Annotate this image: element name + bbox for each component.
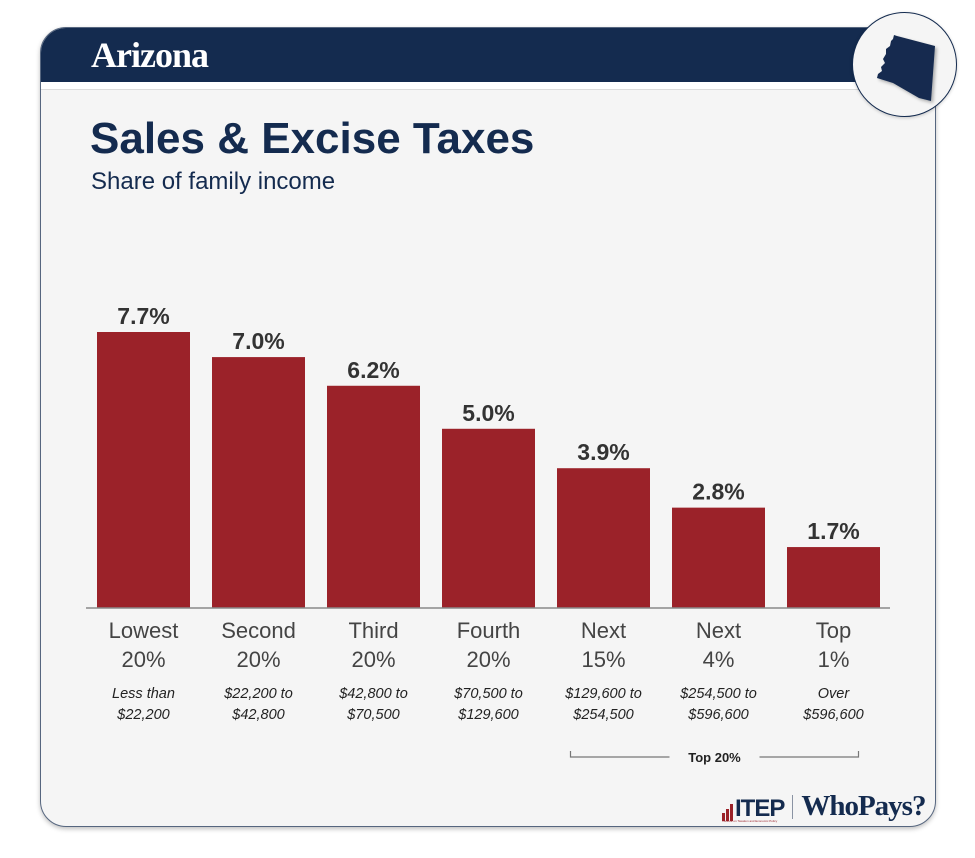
header-bar: Arizona [41, 28, 935, 82]
value-label: 1.7% [807, 518, 859, 544]
bracket-left [569, 751, 670, 758]
category-label-line1: Top [816, 618, 851, 643]
bar-3 [327, 385, 420, 608]
bar-1 [97, 332, 190, 608]
header-divider [41, 82, 935, 90]
income-range-line1: Over [818, 686, 851, 702]
itep-wordmark: ITEP [735, 794, 785, 822]
itep-logo: ITEP Institute on Taxation and Economic … [722, 793, 785, 823]
income-range-line2: $254,500 [572, 707, 633, 723]
bar-6 [672, 507, 765, 608]
arizona-state-silhouette-icon [877, 35, 935, 101]
category-label-line2: 20% [351, 647, 395, 672]
bar-2 [212, 357, 305, 608]
income-range-line2: $70,500 [346, 707, 399, 723]
bracket-label: Top 20% [688, 750, 741, 765]
category-label-line2: 20% [121, 647, 165, 672]
category-label-line1: Second [221, 618, 296, 643]
category-label-line1: Next [581, 618, 626, 643]
bar-7 [787, 547, 880, 608]
bar-5 [557, 468, 650, 608]
whopays-wordmark: WhoPays? [801, 790, 926, 822]
category-label-line1: Fourth [457, 618, 521, 643]
category-label-line1: Third [348, 618, 398, 643]
income-range-line1: Less than [112, 686, 175, 702]
bracket-right [759, 751, 860, 758]
logo-divider [792, 794, 794, 819]
income-range-line2: $596,600 [687, 707, 748, 723]
income-range-line1: $129,600 to [564, 686, 642, 702]
income-range-line1: $22,200 to [223, 686, 293, 702]
itep-tagline: Institute on Taxation and Economic Polic… [722, 818, 778, 823]
category-label-line1: Next [696, 618, 741, 643]
itep-bars-icon [722, 803, 733, 821]
income-range-line2: $22,200 [116, 707, 169, 723]
chart-subtitle: Share of family income [91, 168, 336, 195]
bar-4 [442, 428, 535, 608]
value-label: 2.8% [692, 479, 744, 505]
income-range-line2: $129,600 [457, 707, 518, 723]
category-label-line2: 20% [236, 647, 280, 672]
value-label: 5.0% [462, 400, 514, 426]
income-range-line1: $254,500 to [679, 686, 757, 702]
category-label-line2: 15% [581, 647, 625, 672]
category-label-line2: 20% [466, 647, 510, 672]
category-label-line2: 1% [818, 647, 850, 672]
income-range-line1: $42,800 to [338, 686, 408, 702]
top-20-bracket: Top 20% [569, 750, 860, 765]
value-label: 3.9% [577, 439, 629, 465]
state-badge [852, 12, 957, 117]
category-label-line2: 4% [703, 647, 735, 672]
value-label: 6.2% [347, 357, 399, 383]
value-label: 7.7% [117, 303, 169, 329]
income-range-line2: $42,800 [231, 707, 284, 723]
category-label-line1: Lowest [109, 618, 179, 643]
state-name: Arizona [91, 35, 209, 75]
income-range-line1: $70,500 to [453, 686, 523, 702]
chart-title: Sales & Excise Taxes [90, 114, 535, 163]
footer-logo: ITEP Institute on Taxation and Economic … [722, 790, 926, 823]
value-label: 7.0% [232, 328, 284, 354]
income-range-line2: $596,600 [802, 707, 863, 723]
